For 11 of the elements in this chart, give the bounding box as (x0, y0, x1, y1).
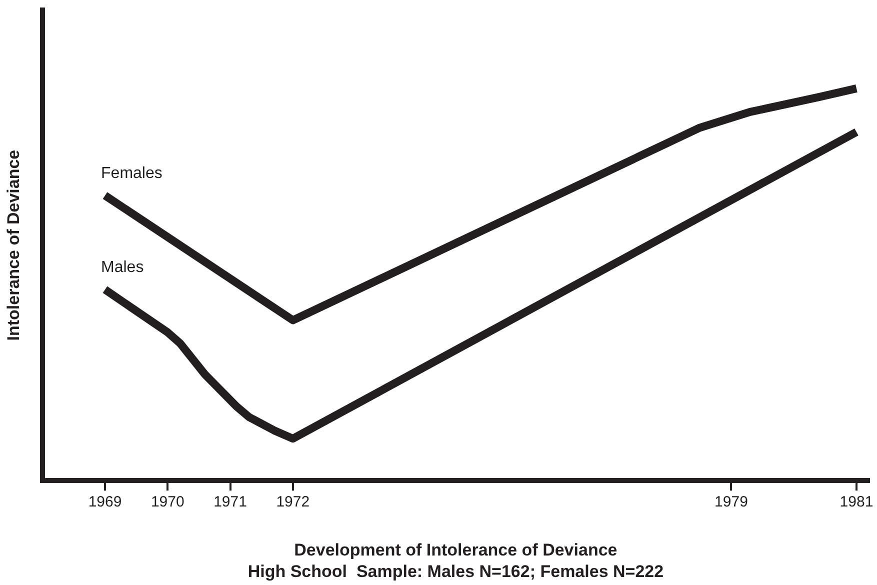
text: High School Sample: Males N=162; Females N=222 (248, 562, 664, 581)
y-axis-title: Intolerance of Deviance (4, 150, 23, 341)
x-tick-label: 1981 (840, 494, 874, 511)
x-tick-label: 1972 (276, 494, 310, 511)
series-label: Females (101, 164, 162, 182)
x-tick-label: 1969 (88, 494, 122, 511)
x-axis-title: Development of Intolerance of Deviance (294, 540, 618, 560)
x-tick-label: 1971 (214, 494, 247, 511)
x-tick-label: 1970 (150, 494, 184, 511)
x-tick-label: 1979 (714, 494, 748, 511)
series-label: Males (101, 259, 144, 276)
